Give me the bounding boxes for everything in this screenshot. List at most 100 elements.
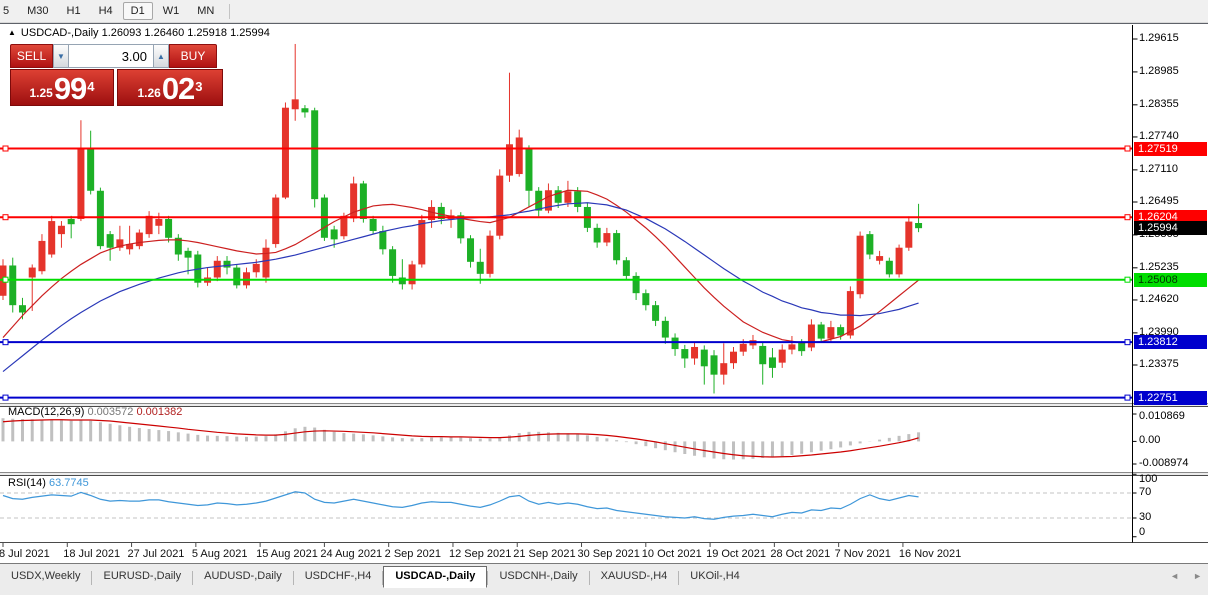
rsi-axis-30: 30	[1139, 511, 1152, 523]
chart-tab-usdcnh-[interactable]: USDCNH-,Daily	[499, 570, 578, 582]
hline-1.23812[interactable]	[0, 339, 1133, 346]
chart-tab-usdcad-[interactable]: USDCAD-,Daily	[383, 566, 488, 588]
hline-1.25008[interactable]	[0, 276, 1133, 283]
tab-separator	[487, 571, 489, 585]
collapse-icon[interactable]: ▲	[8, 28, 16, 37]
date-label: 21 Sep 2021	[513, 548, 575, 560]
date-label: 2 Sep 2021	[385, 548, 441, 560]
volume-increase-button[interactable]: ▲	[153, 44, 169, 68]
date-label: 15 Aug 2021	[256, 548, 318, 560]
price-tick-label: 1.28985	[1139, 64, 1179, 77]
ask-price-tile[interactable]: 1.26 02 3	[117, 69, 223, 106]
chart-ohlc-values: 1.26093 1.26460 1.25918 1.25994	[101, 27, 270, 39]
volume-input[interactable]: 3.00	[69, 44, 153, 68]
timeframe-button-mn[interactable]: MN	[197, 5, 215, 17]
chart-tab-usdx[interactable]: USDX,Weekly	[11, 570, 81, 582]
bid-price-pip: 4	[87, 79, 95, 94]
timeframe-button-h4[interactable]: H4	[98, 5, 113, 17]
date-label: 12 Sep 2021	[449, 548, 511, 560]
chart-symbol-title: USDCAD-,Daily	[20, 27, 99, 39]
date-label: 27 Jul 2021	[128, 548, 185, 560]
chevron-down-icon: ▼	[57, 51, 65, 61]
volume-decrease-button[interactable]: ▼	[53, 44, 69, 68]
bid-price-prefix: 1.25	[29, 86, 53, 100]
date-label: 10 Oct 2021	[642, 548, 702, 560]
chart-tab-ukoil-[interactable]: UKOil-,H4	[690, 570, 740, 582]
hline-1.26204[interactable]	[0, 214, 1133, 221]
price-tick-label: 1.27740	[1139, 129, 1179, 142]
toolbar-divider	[229, 3, 231, 19]
hline-price-label-1.23812[interactable]: 1.23812	[1134, 335, 1207, 350]
macd-panel	[1, 418, 921, 460]
hline-price-label-1.22751[interactable]: 1.22751	[1134, 390, 1207, 405]
chart-window: 8 Jul 2021 18 Jul 2021 27 Jul 2021 5 Aug 20…	[0, 23, 1208, 564]
tabs-scroll-left-icon[interactable]: ◄	[1170, 571, 1180, 581]
rsi-panel	[0, 491, 1133, 520]
bid-price-big: 99	[53, 71, 87, 106]
timeframe-button-h1[interactable]: H1	[66, 5, 81, 17]
timeframe-button-d1[interactable]: D1	[122, 2, 153, 20]
price-tick-label: 1.27110	[1139, 162, 1178, 175]
tab-separator	[91, 571, 93, 585]
macd-axis-zero: 0.00	[1139, 434, 1161, 447]
macd-value: 0.003572	[87, 406, 134, 418]
chevron-up-icon: ▲	[157, 51, 165, 61]
hline-1.27519[interactable]	[0, 145, 1133, 152]
sell-button[interactable]: SELL	[10, 44, 53, 68]
buy-button[interactable]: BUY	[169, 44, 217, 68]
timeframe-button-w1[interactable]: W1	[162, 5, 180, 17]
chart-tab-audusd-[interactable]: AUDUSD-,Daily	[204, 570, 282, 582]
tabs-scroll-right-icon[interactable]: ►	[1193, 571, 1202, 581]
candlestick-chart: 8 Jul 2021 18 Jul 2021 27 Jul 2021 5 Aug 20…	[0, 24, 1208, 564]
rsi-axis-70: 70	[1139, 486, 1152, 498]
hline-1.22751[interactable]	[0, 394, 1133, 401]
time-axis: 8 Jul 2021 18 Jul 2021 27 Jul 2021 5 Aug 20…	[0, 542, 961, 560]
date-label: 5 Aug 2021	[192, 548, 248, 560]
timeframe-button-m30[interactable]: M30	[27, 5, 49, 17]
one-click-trade-panel: SELL ▼ 3.00 ▲ BUY 1.25 99 4 1.26 02 3	[10, 44, 223, 106]
date-label: 28 Oct 2021	[770, 548, 830, 560]
tab-separator	[292, 571, 294, 585]
macd-title: MACD(12,26,9)	[8, 406, 85, 418]
tab-separator	[678, 571, 680, 585]
chart-tab-xauusd-[interactable]: XAUUSD-,H4	[600, 570, 668, 582]
chart-header: ▲ USDCAD-,Daily 1.26093 1.26460 1.25918 1…	[8, 27, 270, 39]
price-tick-label: 1.23990	[1139, 325, 1179, 338]
ask-price-big: 02	[161, 71, 195, 106]
price-axis: 1.29615 1.28985 1.28355 1.27740 1.27110 1.264…	[1134, 24, 1208, 564]
ask-price-pip: 3	[195, 79, 203, 94]
date-label: 19 Oct 2021	[706, 548, 766, 560]
current-price-label: 1.25994	[1134, 221, 1207, 236]
date-label: 18 Jul 2021	[63, 548, 120, 560]
macd-signal-value: 0.001382	[136, 406, 183, 418]
price-tick-label: 1.25235	[1139, 260, 1179, 273]
macd-signal-line	[2, 419, 919, 458]
date-label: 30 Sep 2021	[578, 548, 640, 560]
rsi-title: RSI(14)	[8, 477, 46, 489]
date-label: 24 Aug 2021	[320, 548, 382, 560]
timeframe-toolbar: 5 M30 H1 H4 D1 W1 MN	[0, 0, 1208, 23]
hline-price-label-1.27519[interactable]: 1.27519	[1134, 141, 1207, 156]
date-label: 7 Nov 2021	[835, 548, 891, 560]
chart-tab-usdchf-[interactable]: USDCHF-,H4	[304, 570, 372, 582]
rsi-line	[2, 491, 919, 520]
bid-price-tile[interactable]: 1.25 99 4	[10, 69, 114, 106]
rsi-axis-0: 0	[1139, 525, 1146, 538]
rsi-axis-100: 100	[1139, 473, 1158, 486]
date-label: 16 Nov 2021	[899, 548, 961, 560]
tabs-scroll: ◄ ►	[1170, 571, 1202, 581]
timeframe-button-5[interactable]: 5	[3, 5, 10, 17]
price-tick-label: 1.23375	[1139, 358, 1179, 370]
price-tick-label: 1.28355	[1139, 97, 1179, 110]
price-tick-label: 1.29615	[1139, 32, 1179, 44]
ask-price-prefix: 1.26	[137, 86, 161, 100]
tab-separator	[192, 571, 194, 585]
tab-separator	[382, 571, 384, 585]
chart-tab-eurusd-[interactable]: EURUSD-,Daily	[103, 570, 182, 582]
date-label: 8 Jul 2021	[0, 548, 50, 560]
hline-price-label-1.26204[interactable]: 1.26204	[1134, 210, 1207, 225]
hline-price-label-1.25008[interactable]: 1.25008	[1134, 272, 1207, 287]
price-tick-label: 1.26495	[1139, 195, 1179, 207]
macd-axis-max: 0.010869	[1139, 410, 1185, 422]
rsi-label: RSI(14) 63.7745	[8, 477, 89, 489]
